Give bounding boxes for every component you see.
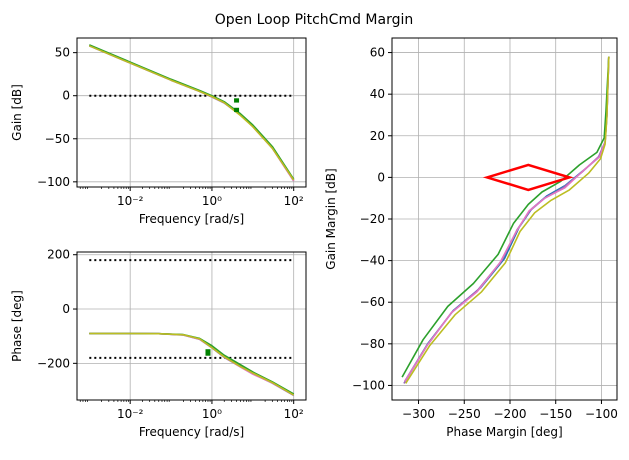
y-axis-label: Gain Margin [dB] [324,168,338,269]
x-tick-label: −100 [585,407,618,421]
gain-phase-margin-plot: −300 −250 −200 −150 −100 60 40 20 0 −20 −40 −60 −80 −… [324,37,618,439]
series-line [88,45,295,181]
figure-title: Open Loop PitchCmd Margin [215,12,414,28]
y-tick-label: −100 [37,175,70,189]
y-tick-label: −50 [45,132,70,146]
y-axis-label: Gain [dB] [10,84,24,141]
x-tick-label: 10² [284,194,304,208]
x-tick-label: −300 [402,407,435,421]
x-axis-label: Frequency [rad/s] [139,212,244,226]
y-tick-label: −100 [352,378,385,392]
x-tick-label: −200 [494,407,527,421]
axes-frame [76,37,307,188]
x-tick-label: −250 [448,407,481,421]
series-line [88,45,295,182]
series-line [88,45,295,182]
y-axis-label: Phase [deg] [10,290,24,362]
y-tick-label: −200 [37,356,70,370]
series-line [89,332,295,396]
series-line [401,56,610,378]
y-tick-label: −80 [360,337,385,351]
x-axis-label: Frequency [rad/s] [139,425,244,439]
series-line [89,332,295,395]
x-tick-label: 10⁻² [117,407,144,421]
margin-diamond [482,163,574,192]
x-tick-label: 10⁰ [202,407,222,421]
axes-frame [76,251,307,401]
y-tick-label: 50 [55,46,70,60]
series-line [88,45,295,181]
phase-plot: 10⁻² 10⁰ 10² 200 0 −200 Frequency [rad/s] Phase… [10,248,307,439]
series-line [88,44,295,180]
y-tick-label: 0 [377,170,385,184]
y-tick-label: 20 [370,129,385,143]
x-tick-label: 10⁻² [117,194,144,208]
x-tick-label: 10⁰ [202,194,222,208]
series-line [89,332,295,396]
y-tick-label: 40 [370,87,385,101]
y-tick-label: 0 [62,302,70,316]
y-tick-label: −40 [360,254,385,268]
y-tick-label: −60 [360,295,385,309]
series-line [89,332,295,396]
y-tick-label: 200 [47,248,70,262]
y-tick-label: −20 [360,212,385,226]
x-axis-label: Phase Margin [deg] [446,425,562,439]
x-tick-label: −150 [539,407,572,421]
x-tick-label: 10² [284,407,304,421]
y-tick-label: 60 [370,46,385,60]
y-tick-label: 0 [62,89,70,103]
gain-plot: 10⁻² 10⁰ 10² 50 0 −50 −100 Frequency [rad/s] Gai… [10,37,307,226]
series-line [405,56,610,384]
series-line [89,332,295,397]
